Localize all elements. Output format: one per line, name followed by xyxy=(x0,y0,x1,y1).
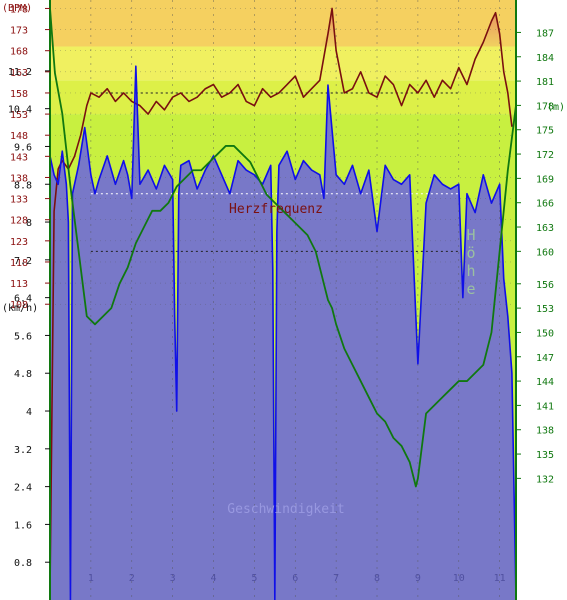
x-tick-label: 9 xyxy=(415,573,421,584)
alt-tick-label: 184 xyxy=(536,53,554,64)
speed-tick-label: 6.4 xyxy=(14,294,32,305)
speed-tick-label: 5.6 xyxy=(14,331,32,342)
alt-tick-label: 132 xyxy=(536,474,554,485)
alt-tick-label: 160 xyxy=(536,247,554,258)
x-tick-label: 11 xyxy=(494,573,506,584)
speed-title: Geschwindigkeit xyxy=(227,502,344,517)
speed-tick-label: 7.2 xyxy=(14,256,32,267)
series-lines xyxy=(49,7,517,600)
speed-tick-label: 2.4 xyxy=(14,483,32,494)
alt-tick-label: 181 xyxy=(536,77,554,88)
speed-tick-label: 3.2 xyxy=(14,445,32,456)
hr-tick-label: 133 xyxy=(10,195,28,206)
hr-tick-label: 143 xyxy=(10,152,28,163)
alt-tick-label: 144 xyxy=(536,377,554,388)
x-tick-label: 1 xyxy=(88,573,94,584)
alt-tick-label: 138 xyxy=(536,426,554,437)
alt-tick-label: 163 xyxy=(536,223,554,234)
heart-rate-line xyxy=(49,7,513,592)
hr-tick-label: 138 xyxy=(10,173,28,184)
speed-tick-label: 11.2 xyxy=(8,67,32,78)
speed-tick-label: 8 xyxy=(26,218,32,229)
alt-tick-label: 172 xyxy=(536,150,554,161)
alt-tick-label: 156 xyxy=(536,280,554,291)
x-tick-label: 2 xyxy=(129,573,135,584)
x-tick-label: 6 xyxy=(292,573,298,584)
hr-tick-label: 163 xyxy=(10,68,28,79)
altitude-title: Höhe xyxy=(462,226,480,298)
grid-lines xyxy=(50,0,516,600)
hr-tick-label: 158 xyxy=(10,89,28,100)
alt-tick-label: 166 xyxy=(536,199,554,210)
alt-tick-label: 147 xyxy=(536,353,554,364)
x-tick-label: 3 xyxy=(170,573,176,584)
speed-tick-label: 0.8 xyxy=(14,558,32,569)
speed-tick-label: 9.6 xyxy=(14,142,32,153)
speed-axis-label: (km/h) xyxy=(2,303,38,314)
speed-tick-label: 4 xyxy=(26,407,32,418)
alt-tick-label: 135 xyxy=(536,450,554,461)
alt-axis-label: (m) xyxy=(547,102,565,113)
speed-area xyxy=(50,66,516,600)
altitude-line xyxy=(49,8,517,488)
hr-tick-label: 148 xyxy=(10,131,28,142)
hr-tick-label: 178 xyxy=(10,4,28,15)
speed-line xyxy=(49,65,517,600)
x-tick-label: 8 xyxy=(374,573,380,584)
hr-tick-label: 173 xyxy=(10,26,28,37)
alt-tick-label: 178 xyxy=(536,101,554,112)
hr-tick-label: 108 xyxy=(10,300,28,311)
hr-tick-label: 113 xyxy=(10,279,28,290)
x-tick-label: 4 xyxy=(210,573,216,584)
hr-tick-label: 123 xyxy=(10,237,28,248)
speed-tick-label: 10.4 xyxy=(8,105,32,116)
x-tick-label: 10 xyxy=(453,573,465,584)
hr-tick-label: 168 xyxy=(10,47,28,58)
alt-tick-label: 175 xyxy=(536,126,554,137)
speed-tick-label: 1.6 xyxy=(14,520,32,531)
x-tick-label: 7 xyxy=(333,573,339,584)
alt-tick-label: 141 xyxy=(536,401,554,412)
speed-tick-label: 4.8 xyxy=(14,369,32,380)
hr-tick-label: 128 xyxy=(10,216,28,227)
heart-rate-title: Herzfrequenz xyxy=(229,202,323,217)
axes: 1081131181231281331381431481531581631681… xyxy=(8,0,554,600)
alt-tick-label: 187 xyxy=(536,28,554,39)
hr-zone-3 xyxy=(50,46,516,81)
alt-tick-label: 153 xyxy=(536,304,554,315)
alt-tick-label: 150 xyxy=(536,328,554,339)
hr-tick-label: 118 xyxy=(10,258,28,269)
alt-tick-label: 169 xyxy=(536,174,554,185)
hr-zone-4 xyxy=(50,0,516,47)
x-tick-label: 5 xyxy=(251,573,257,584)
speed-tick-label: 8.8 xyxy=(14,180,32,191)
hr-tick-label: 153 xyxy=(10,110,28,121)
hr-axis-label: (BPM) xyxy=(2,3,32,14)
speed-fill xyxy=(50,66,516,600)
